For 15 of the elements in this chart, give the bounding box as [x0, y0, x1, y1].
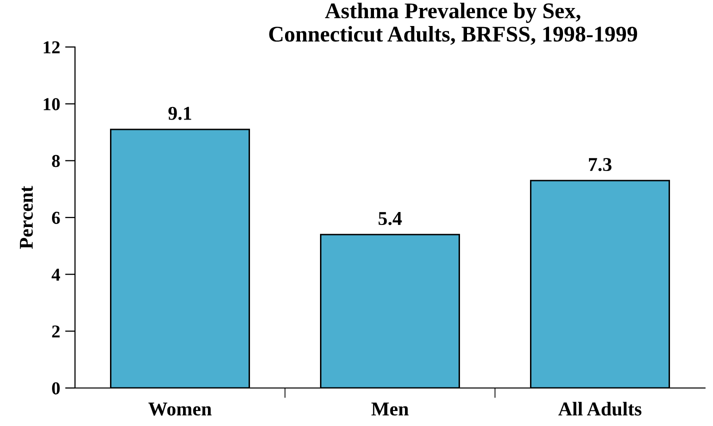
x-tick-label: Women — [148, 402, 212, 416]
y-tick-label: 10 — [44, 98, 60, 110]
y-tick-label: 4 — [52, 268, 60, 281]
y-tick-label: 2 — [52, 325, 60, 338]
data-label: 5.4 — [378, 212, 402, 226]
y-tick-label: 12 — [44, 41, 60, 54]
x-tick-label: Men — [371, 402, 409, 416]
y-tick-label: 6 — [52, 212, 60, 224]
y-axis-title: Percent — [20, 186, 33, 249]
chart-title: Asthma Prevalence by Sex, Connecticut Adults, BRFSS, 1998-1999 — [269, 2, 638, 45]
x-tick-label: All Adults — [558, 402, 642, 416]
y-tick-label: 8 — [52, 154, 60, 168]
data-label: 9.1 — [168, 106, 192, 120]
y-tick-label: 0 — [52, 382, 60, 394]
data-label: 7.3 — [588, 158, 612, 172]
